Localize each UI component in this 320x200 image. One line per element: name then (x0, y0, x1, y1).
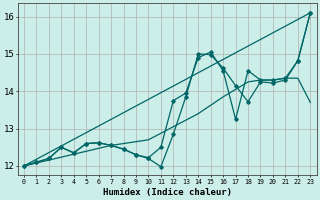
X-axis label: Humidex (Indice chaleur): Humidex (Indice chaleur) (103, 188, 232, 197)
